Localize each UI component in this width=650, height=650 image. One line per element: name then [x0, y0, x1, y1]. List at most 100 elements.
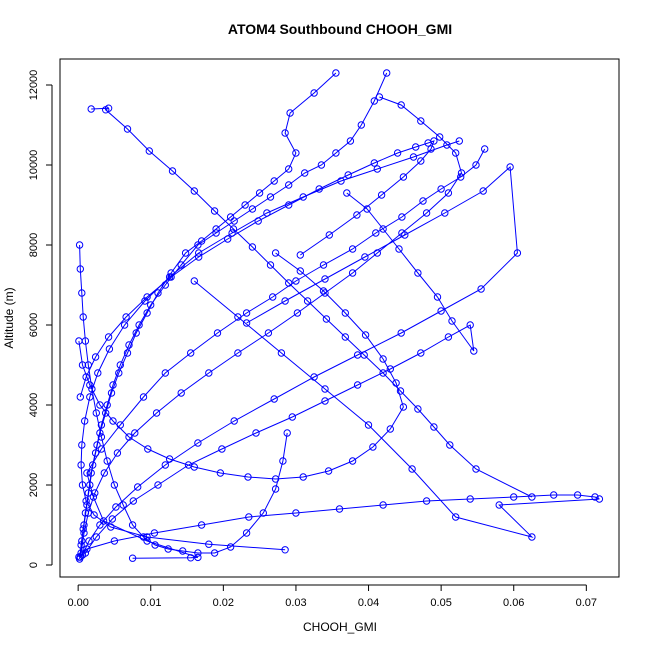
data-point	[78, 551, 87, 559]
data-point	[119, 501, 127, 509]
data-point	[151, 541, 159, 549]
data-point	[254, 217, 262, 225]
data-point	[78, 481, 87, 489]
series-line	[84, 192, 475, 554]
data-point	[144, 445, 152, 453]
data-point	[266, 193, 275, 201]
data-point	[152, 409, 161, 417]
data-point	[194, 241, 202, 249]
data-point	[210, 549, 219, 557]
data-point	[87, 469, 95, 477]
data-point	[285, 201, 293, 209]
data-point	[165, 455, 174, 463]
data-point	[252, 429, 260, 437]
data-point	[510, 493, 518, 501]
data-point	[226, 213, 235, 221]
data-point	[377, 191, 386, 199]
data-point	[109, 417, 117, 425]
data-point	[412, 143, 420, 151]
data-point	[112, 503, 120, 511]
x-tick-label: 0.04	[358, 597, 379, 609]
data-point	[452, 513, 460, 521]
data-point	[271, 249, 280, 257]
data-point	[210, 207, 219, 215]
data-point	[83, 469, 91, 477]
data-point	[433, 293, 442, 301]
data-point	[104, 333, 113, 341]
data-point	[213, 329, 222, 337]
data-point	[242, 529, 251, 537]
data-point	[281, 546, 289, 554]
data-point	[346, 137, 355, 145]
series-3	[83, 145, 489, 562]
data-point	[392, 379, 400, 387]
data-point	[398, 213, 406, 221]
data-point	[466, 495, 474, 503]
data-point	[319, 261, 328, 269]
series-line	[82, 165, 518, 556]
data-point	[348, 245, 357, 253]
data-point	[550, 491, 558, 499]
data-point	[77, 461, 85, 469]
data-point	[369, 443, 377, 451]
data-point	[322, 315, 331, 323]
data-point	[255, 189, 264, 197]
data-point	[444, 333, 453, 341]
data-point	[110, 537, 119, 545]
series-11	[75, 249, 408, 483]
data-point	[332, 149, 340, 157]
y-axis-label: Altitude (m)	[2, 287, 16, 348]
data-point	[283, 429, 291, 437]
data-point	[285, 279, 293, 287]
data-point	[161, 369, 170, 377]
data-point	[357, 121, 365, 129]
data-point	[259, 509, 267, 517]
data-point	[234, 349, 242, 357]
data-point	[87, 105, 95, 113]
data-point	[430, 423, 438, 431]
plot-frame	[59, 58, 620, 578]
data-point	[181, 249, 190, 257]
data-point	[248, 243, 257, 251]
data-point	[303, 297, 312, 305]
series-line	[78, 280, 600, 558]
data-point	[383, 69, 391, 77]
data-point	[591, 493, 599, 501]
data-point	[123, 349, 132, 357]
data-point	[335, 505, 344, 513]
data-point	[370, 97, 378, 105]
data-point	[161, 461, 170, 469]
data-point	[506, 163, 514, 171]
data-point	[205, 540, 213, 548]
data-point	[82, 373, 90, 381]
data-point	[195, 253, 203, 261]
data-point	[85, 537, 93, 545]
data-point	[292, 277, 300, 285]
data-point	[422, 497, 431, 505]
data-point	[164, 545, 172, 553]
data-point	[353, 381, 362, 389]
data-point	[427, 145, 435, 153]
data-point	[310, 373, 318, 381]
data-point	[88, 385, 96, 393]
data-point	[194, 549, 202, 557]
data-point	[167, 273, 175, 281]
data-point	[348, 457, 357, 465]
data-point	[301, 169, 309, 177]
data-point	[299, 473, 307, 481]
x-tick-label: 0.00	[67, 597, 88, 609]
data-point	[417, 117, 425, 125]
data-point	[264, 329, 273, 337]
data-point	[436, 133, 444, 141]
data-point	[177, 389, 185, 397]
data-point	[115, 369, 123, 377]
data-point	[528, 533, 536, 541]
data-point	[91, 489, 99, 497]
x-axis-label: CHOOH_GMI	[303, 620, 377, 634]
data-point	[353, 211, 361, 219]
data-point	[279, 457, 287, 465]
data-point	[216, 469, 225, 477]
data-point	[379, 225, 387, 233]
y-tick-label: 8000	[28, 233, 40, 257]
data-point	[361, 253, 369, 261]
